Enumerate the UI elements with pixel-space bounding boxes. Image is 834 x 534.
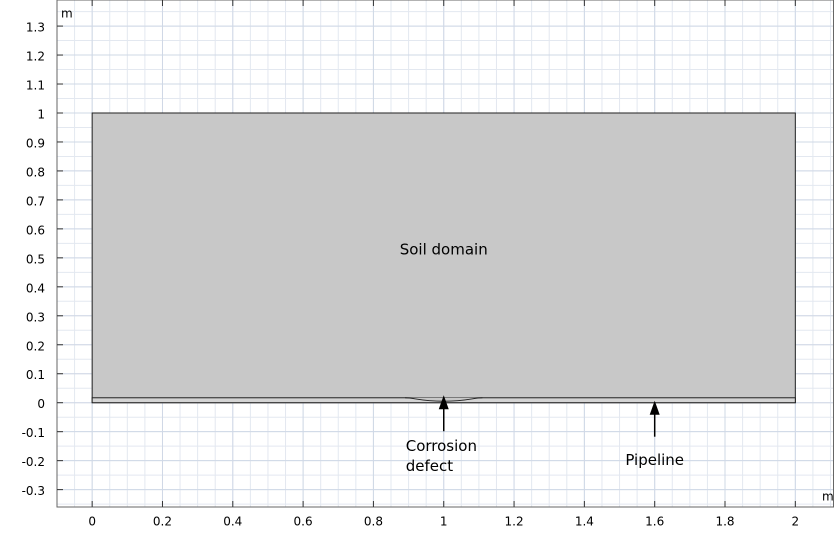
defect-label: defect	[406, 457, 454, 475]
y-tick-label: 0	[37, 397, 45, 411]
y-tick-label: 1.1	[26, 79, 45, 93]
y-tick-label: -0.1	[22, 426, 45, 440]
x-tick-label: 0.4	[223, 515, 242, 529]
y-tick-label: -0.2	[22, 455, 45, 469]
y-tick-label: 0.3	[26, 310, 45, 324]
y-tick-label: 0.4	[26, 281, 45, 295]
x-tick-label: 1.2	[505, 515, 524, 529]
y-tick-label: 0.5	[26, 252, 45, 266]
defect-label: Corrosion	[406, 437, 477, 455]
y-unit-label: m	[61, 7, 73, 21]
x-unit-label: m	[822, 490, 834, 504]
y-tick-label: -0.3	[22, 484, 45, 498]
soil-domain	[91, 112, 796, 404]
pipeline-label: Pipeline	[625, 451, 684, 469]
y-tick-label: 0.2	[26, 339, 45, 353]
x-tick-label: 0	[88, 515, 96, 529]
x-tick-label: 1.4	[575, 515, 594, 529]
x-tick-label: 2	[792, 515, 800, 529]
y-tick-label: 0.9	[26, 136, 45, 150]
y-tick-label: 1	[37, 107, 45, 121]
x-tick-label: 0.2	[153, 515, 172, 529]
x-tick-label: 1.6	[645, 515, 664, 529]
x-tick-label: 1	[440, 515, 448, 529]
domain-label: Soil domain	[400, 240, 488, 258]
y-tick-label: 0.7	[26, 194, 45, 208]
y-tick-label: 1.2	[26, 50, 45, 64]
x-tick-label: 0.6	[294, 515, 313, 529]
x-tick-label: 1.8	[715, 515, 734, 529]
pipeline-arrow-head	[649, 400, 660, 415]
y-tick-label: 0.8	[26, 165, 45, 179]
defect-arrow-head	[438, 395, 449, 410]
y-tick-label: 1.3	[26, 21, 45, 35]
y-tick-label: 0.6	[26, 223, 45, 237]
x-tick-label: 0.8	[364, 515, 383, 529]
y-tick-label: 0.1	[26, 368, 45, 382]
